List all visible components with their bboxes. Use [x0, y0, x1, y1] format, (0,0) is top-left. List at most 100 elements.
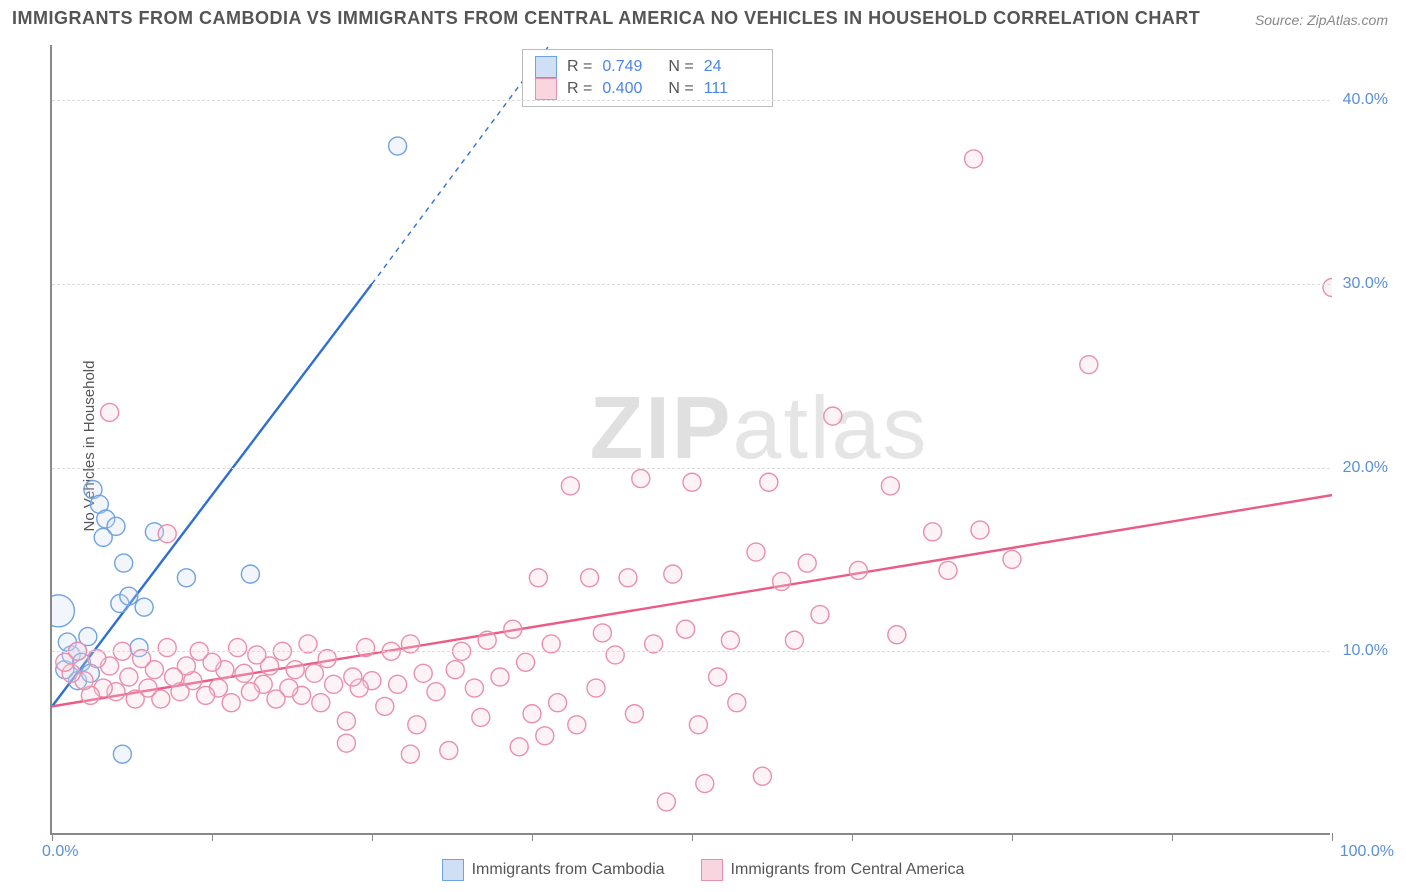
scatter-point	[241, 683, 259, 701]
scatter-point	[88, 650, 106, 668]
scatter-point	[126, 690, 144, 708]
chart-container: IMMIGRANTS FROM CAMBODIA VS IMMIGRANTS F…	[0, 0, 1406, 892]
scatter-point	[517, 653, 535, 671]
x-tick-mark	[1332, 833, 1333, 841]
scatter-point	[158, 639, 176, 657]
gridline	[52, 468, 1330, 469]
scatter-point	[115, 554, 133, 572]
scatter-point	[101, 403, 119, 421]
scatter-point	[241, 565, 259, 583]
scatter-point	[401, 635, 419, 653]
scatter-point	[568, 716, 586, 734]
scatter-point	[632, 470, 650, 488]
x-tick-mark	[52, 833, 53, 841]
scatter-point	[785, 631, 803, 649]
r-value: 0.749	[602, 58, 658, 76]
n-label: N =	[668, 58, 693, 76]
scatter-point	[440, 741, 458, 759]
source-attribution: Source: ZipAtlas.com	[1255, 12, 1388, 28]
scatter-point	[107, 517, 125, 535]
x-tick-mark	[212, 833, 213, 841]
scatter-point	[427, 683, 445, 701]
legend-swatch-icon	[442, 859, 464, 881]
scatter-point	[408, 716, 426, 734]
x-tick-mark	[532, 833, 533, 841]
scatter-point	[696, 775, 714, 793]
legend-swatch-icon	[535, 56, 557, 78]
scatter-point	[606, 646, 624, 664]
scatter-point	[52, 595, 74, 627]
scatter-point	[56, 653, 74, 671]
scatter-point	[523, 705, 541, 723]
scatter-point	[619, 569, 637, 587]
plot-area: ZIPatlas R =0.749N =24R =0.400N =111 0.0…	[50, 45, 1330, 835]
scatter-point	[888, 626, 906, 644]
scatter-point	[120, 587, 138, 605]
scatter-point	[728, 694, 746, 712]
gridline	[52, 651, 1330, 652]
scatter-point	[344, 668, 362, 686]
scatter-point	[683, 473, 701, 491]
scatter-point	[939, 561, 957, 579]
scatter-point	[299, 635, 317, 653]
scatter-point	[401, 745, 419, 763]
scatter-point	[510, 738, 528, 756]
scatter-point	[325, 675, 343, 693]
correlation-legend: R =0.749N =24R =0.400N =111	[522, 49, 773, 107]
scatter-point	[357, 639, 375, 657]
scatter-point	[120, 668, 138, 686]
scatter-point	[593, 624, 611, 642]
scatter-point	[165, 668, 183, 686]
scatter-point	[709, 668, 727, 686]
scatter-point	[645, 635, 663, 653]
x-tick-mark	[1172, 833, 1173, 841]
legend-item: Immigrants from Central America	[701, 859, 965, 881]
scatter-point	[549, 694, 567, 712]
scatter-point	[753, 767, 771, 785]
scatter-point	[721, 631, 739, 649]
scatter-point	[689, 716, 707, 734]
chart-title: IMMIGRANTS FROM CAMBODIA VS IMMIGRANTS F…	[12, 8, 1200, 29]
scatter-point	[561, 477, 579, 495]
scatter-point	[446, 661, 464, 679]
r-label: R =	[567, 58, 592, 76]
x-tick-mark	[852, 833, 853, 841]
scatter-point	[773, 572, 791, 590]
scatter-point	[760, 473, 778, 491]
scatter-point	[229, 639, 247, 657]
r-label: R =	[567, 80, 592, 98]
scatter-point	[971, 521, 989, 539]
y-tick-label: 30.0%	[1343, 275, 1388, 293]
scatter-point	[113, 745, 131, 763]
plot-svg	[52, 45, 1332, 835]
gridline	[52, 100, 1330, 101]
scatter-point	[536, 727, 554, 745]
scatter-point	[135, 598, 153, 616]
y-tick-label: 40.0%	[1343, 91, 1388, 109]
x-tick-mark	[372, 833, 373, 841]
scatter-point	[389, 675, 407, 693]
scatter-point	[337, 734, 355, 752]
scatter-point	[1003, 550, 1021, 568]
scatter-point	[587, 679, 605, 697]
x-tick-mark	[1012, 833, 1013, 841]
scatter-point	[389, 137, 407, 155]
scatter-point	[824, 407, 842, 425]
scatter-point	[625, 705, 643, 723]
scatter-point	[478, 631, 496, 649]
scatter-point	[222, 694, 240, 712]
scatter-point	[267, 690, 285, 708]
scatter-point	[965, 150, 983, 168]
scatter-point	[581, 569, 599, 587]
r-value: 0.400	[602, 80, 658, 98]
scatter-point	[1323, 279, 1332, 297]
n-value: 111	[704, 80, 760, 98]
scatter-point	[133, 650, 151, 668]
series-legend: Immigrants from Cambodia Immigrants from …	[0, 859, 1406, 886]
scatter-point	[376, 697, 394, 715]
scatter-point	[811, 606, 829, 624]
legend-label: Immigrants from Central America	[731, 861, 965, 879]
scatter-point	[677, 620, 695, 638]
legend-label: Immigrants from Cambodia	[472, 861, 665, 879]
legend-row: R =0.400N =111	[535, 78, 760, 100]
